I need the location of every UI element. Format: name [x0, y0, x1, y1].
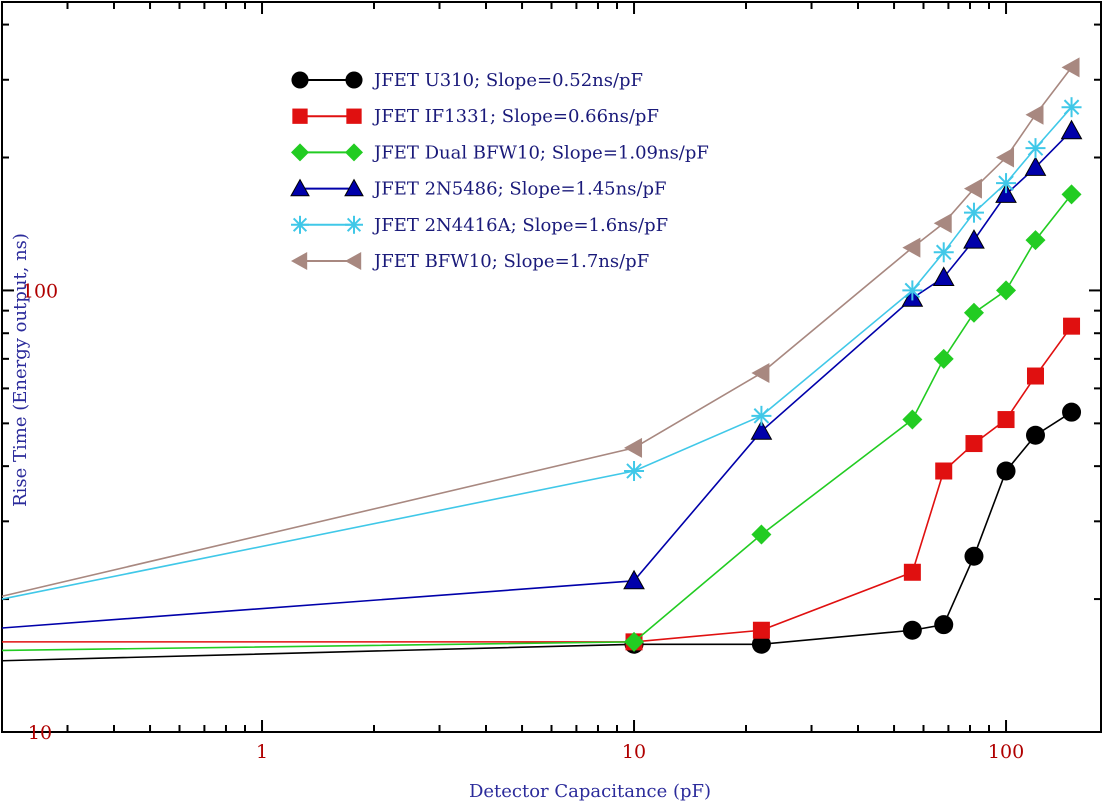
legend-marker: [291, 252, 308, 270]
data-point: [902, 280, 923, 301]
legend-label: JFET Dual BFW10; Slope=1.09ns/pF: [372, 142, 709, 163]
series-3: [1, 184, 1082, 652]
data-point: [1061, 184, 1082, 205]
y-tick-label: 100: [22, 280, 58, 302]
data-point: [963, 202, 984, 223]
legend-marker: [345, 143, 363, 162]
data-point: [751, 524, 772, 545]
data-point: [903, 563, 921, 581]
y-tick-label: 10: [28, 722, 52, 744]
legend-label: JFET BFW10; Slope=1.7ns/pF: [372, 251, 649, 272]
data-point: [933, 348, 954, 369]
data-point: [751, 405, 772, 426]
legend-marker: [345, 215, 363, 234]
data-point: [1061, 57, 1080, 78]
series-6: [1, 57, 1080, 597]
data-point: [751, 634, 771, 654]
data-point: [751, 363, 770, 384]
data-point: [997, 411, 1015, 429]
series-layer: [1, 57, 1083, 662]
data-point: [623, 569, 645, 590]
x-tick-label: 100: [988, 741, 1024, 763]
data-point: [1026, 367, 1044, 385]
x-tick-label: 1: [256, 741, 268, 763]
legend-item-1: JFET U310; Slope=0.52ns/pF: [291, 70, 643, 91]
data-point: [624, 437, 643, 458]
data-point: [1025, 425, 1045, 445]
x-tick-label: 10: [622, 741, 646, 763]
legend-label: JFET U310; Slope=0.52ns/pF: [372, 70, 643, 91]
data-point: [963, 302, 984, 323]
legend-item-3: JFET Dual BFW10; Slope=1.09ns/pF: [291, 142, 709, 163]
data-point: [1025, 230, 1046, 251]
legend-marker: [291, 143, 309, 162]
data-point: [996, 280, 1017, 301]
axis-ticks: 1 10 100 10 100: [1, 2, 1101, 763]
data-point: [750, 420, 773, 440]
data-point: [624, 461, 645, 482]
data-point: [1060, 119, 1083, 140]
data-point: [933, 213, 952, 234]
data-point: [965, 435, 983, 453]
legend-item-4: JFET 2N5486; Slope=1.45ns/pF: [290, 178, 667, 200]
series-5: [1, 97, 1082, 600]
data-point: [996, 173, 1017, 194]
data-point: [1024, 156, 1047, 176]
legend-marker: [291, 215, 309, 234]
data-point: [963, 229, 985, 249]
data-point: [624, 631, 645, 652]
data-point: [995, 183, 1017, 203]
legend: JFET U310; Slope=0.52ns/pF JFET IF1331; S…: [290, 70, 709, 272]
data-point: [996, 147, 1015, 168]
data-point: [752, 621, 770, 639]
y-axis-label: Rise Time (Energy output, ns): [10, 233, 31, 507]
data-point: [934, 615, 954, 635]
legend-item-2: JFET IF1331; Slope=0.66ns/pF: [292, 106, 659, 127]
x-axis-label: Detector Capacitance (pF): [469, 781, 711, 802]
data-point: [1061, 97, 1082, 118]
data-point: [902, 620, 922, 640]
legend-label: JFET 2N4416A; Slope=1.6ns/pF: [372, 215, 668, 236]
legend-marker: [344, 178, 364, 197]
data-point: [902, 409, 923, 430]
data-point: [1025, 104, 1044, 125]
data-point: [963, 178, 982, 199]
legend-marker: [292, 108, 308, 124]
legend-marker: [345, 252, 362, 270]
data-point: [935, 462, 953, 480]
data-point: [933, 242, 954, 263]
data-point: [996, 461, 1016, 481]
data-point: [1025, 138, 1046, 159]
legend-item-5: JFET 2N4416A; Slope=1.6ns/pF: [291, 215, 668, 236]
legend-marker: [346, 108, 362, 124]
data-point: [902, 237, 921, 258]
legend-label: JFET IF1331; Slope=0.66ns/pF: [372, 106, 659, 127]
legend-marker: [345, 71, 363, 89]
data-point: [1063, 317, 1081, 335]
data-point: [932, 266, 955, 286]
data-point: [1062, 402, 1082, 422]
legend-marker: [291, 71, 309, 89]
legend-marker: [290, 178, 310, 197]
legend-item-6: JFET BFW10; Slope=1.7ns/pF: [291, 251, 649, 272]
data-point: [964, 546, 984, 566]
legend-label: JFET 2N5486; Slope=1.45ns/pF: [372, 179, 667, 200]
